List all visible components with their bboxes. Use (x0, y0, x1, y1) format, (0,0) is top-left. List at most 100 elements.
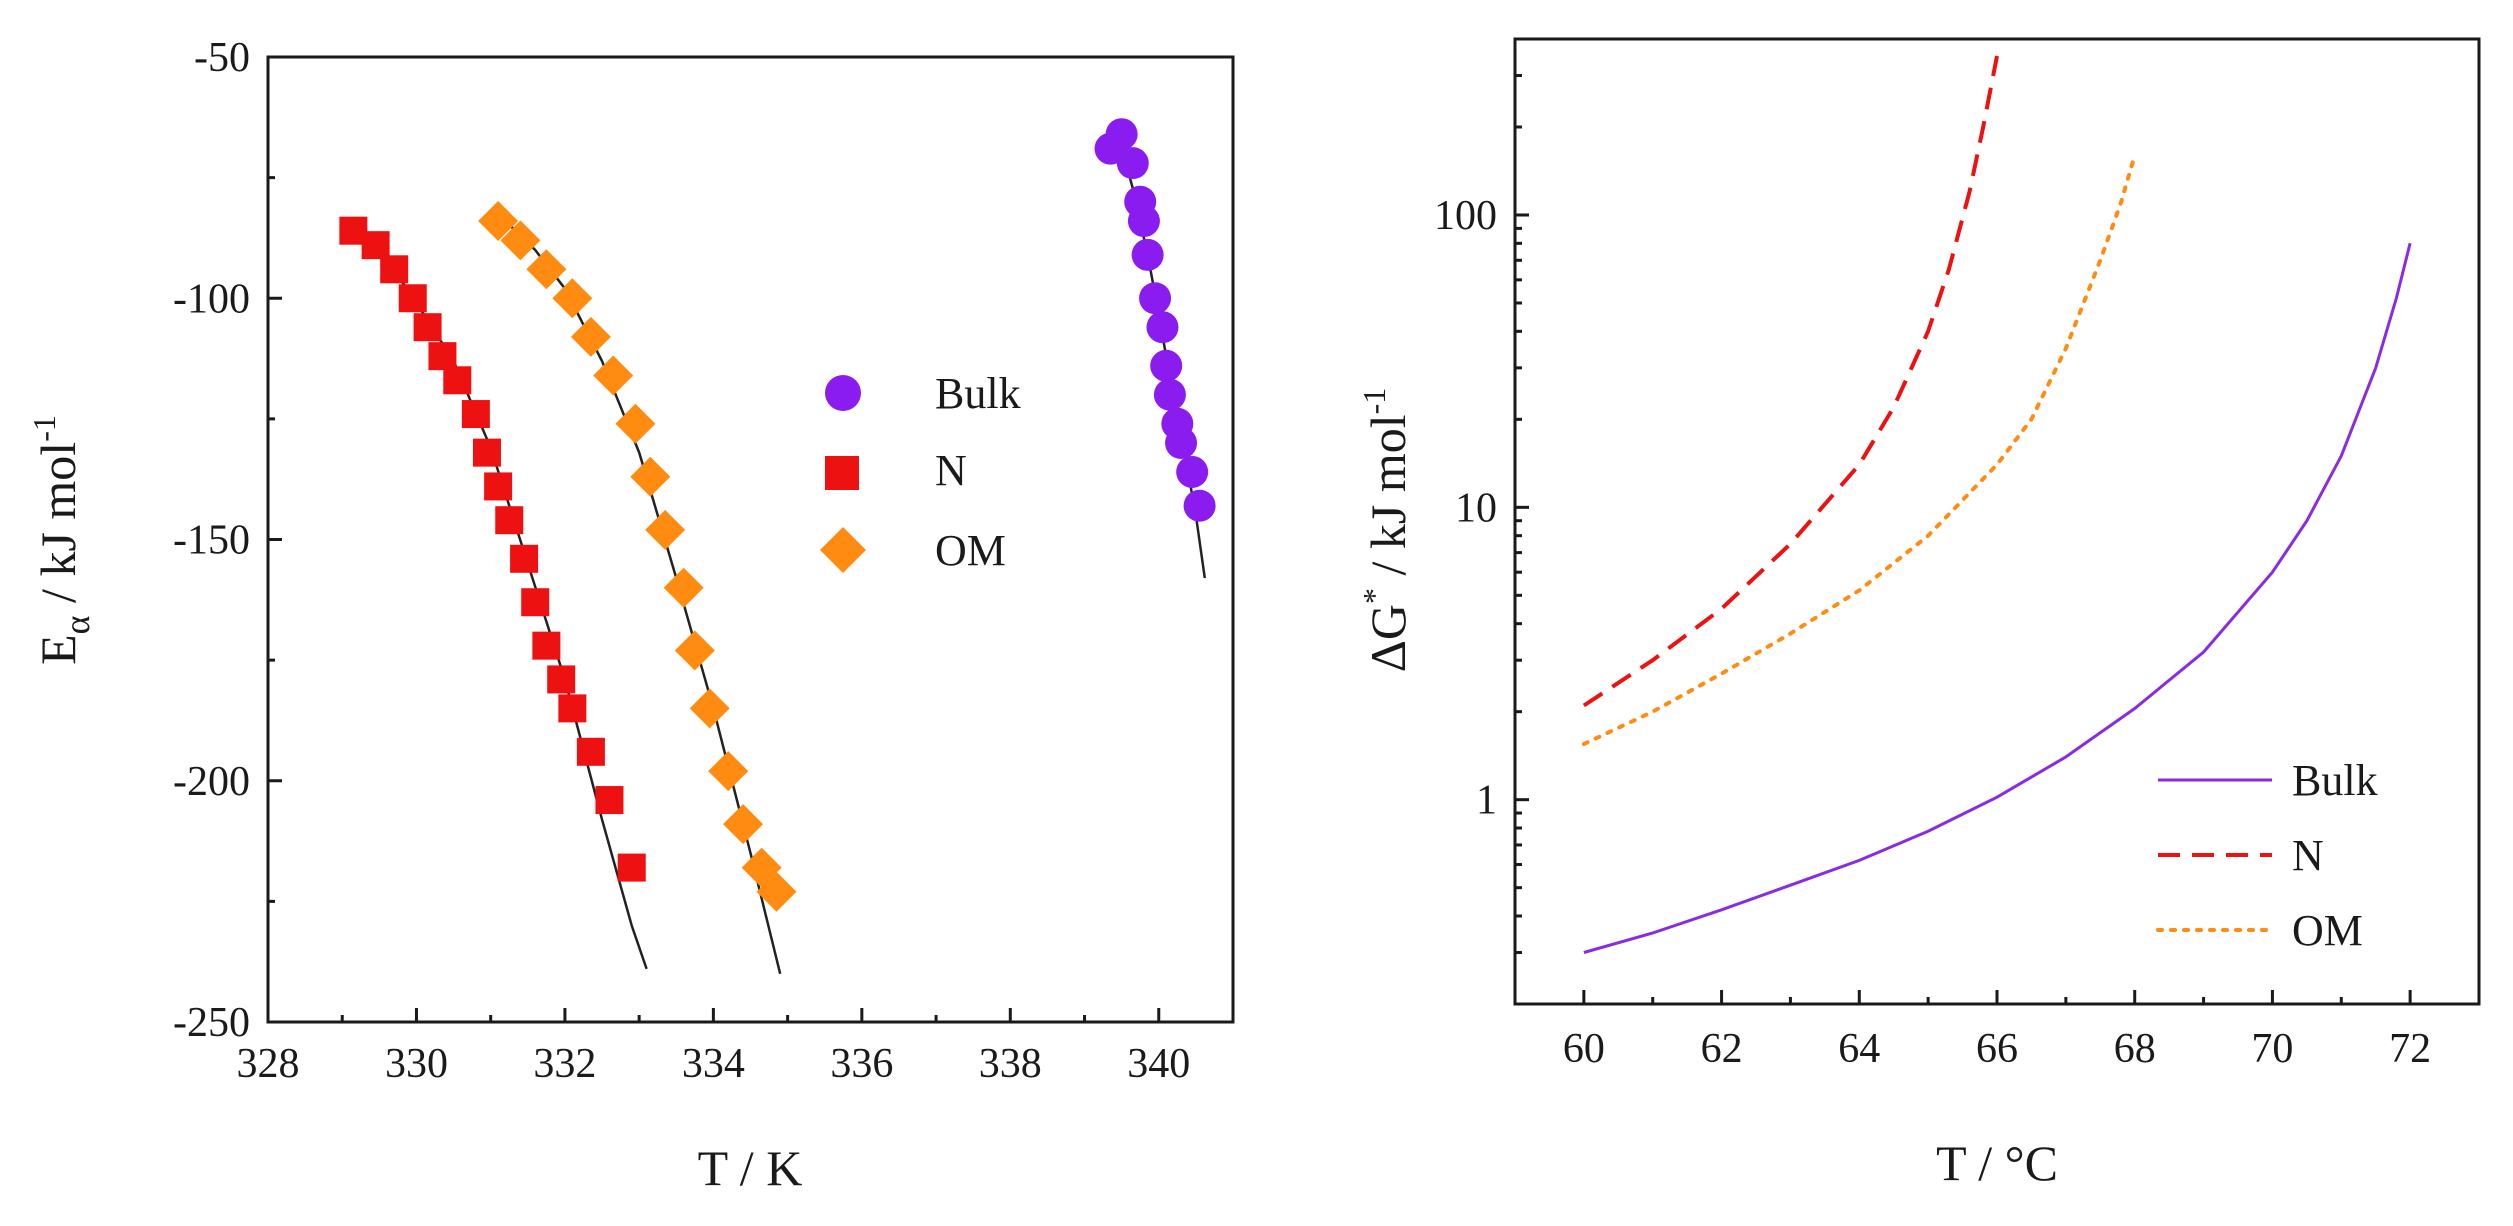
data-point-n (595, 786, 624, 815)
data-point-n (495, 506, 524, 535)
left-y-tick-label: -200 (173, 759, 250, 805)
data-point-n (472, 438, 501, 467)
right-x-tick-label: 66 (1976, 1026, 2018, 1072)
data-point-om (552, 278, 593, 319)
series-line-om (1581, 153, 2137, 746)
left-x-tick-label: 340 (1127, 1041, 1190, 1087)
data-point-bulk (1131, 238, 1164, 271)
left-legend-label-bulk: Bulk (935, 369, 1021, 418)
data-point-n (461, 400, 490, 429)
data-point-n (510, 544, 539, 573)
legend-marker-n (825, 456, 859, 490)
right-y-tick-label: 1 (1476, 778, 1497, 824)
data-point-om (615, 403, 656, 444)
right-x-tick-label: 70 (2251, 1026, 2293, 1072)
right-y-tick-label: 100 (1434, 193, 1497, 239)
left-y-tick-label: -250 (173, 1000, 250, 1046)
left-x-tick-label: 330 (385, 1041, 448, 1087)
data-point-bulk (1105, 118, 1138, 151)
data-point-n (484, 472, 513, 501)
data-point-n (576, 737, 605, 766)
right-axis-ticks: 60 62 64 66 68 70 72 1 10 100 (1434, 37, 2481, 1072)
data-point-om (689, 688, 730, 729)
left-y-tick-label: -50 (194, 35, 250, 81)
right-legend-label-bulk: Bulk (2292, 756, 2378, 805)
right-legend-label-n: N (2292, 831, 2324, 880)
data-point-bulk (1127, 205, 1160, 238)
data-point-n (428, 342, 457, 371)
left-y-tick-label: -100 (173, 276, 250, 322)
left-x-axis-label: T / K (698, 1140, 803, 1196)
data-point-bulk (1183, 489, 1216, 522)
right-legend: Bulk N OM (2156, 756, 2378, 955)
legend-marker-bulk (825, 375, 861, 411)
left-data-points (339, 118, 1216, 912)
legend-marker-om (820, 527, 866, 573)
data-point-bulk (1139, 282, 1172, 315)
right-x-tick-label: 64 (1838, 1026, 1880, 1072)
data-point-n (361, 231, 390, 260)
data-point-om (526, 249, 567, 290)
data-point-n (380, 255, 409, 284)
left-y-label-sup: -1 (26, 415, 62, 442)
data-point-n (617, 853, 646, 882)
data-point-bulk (1146, 311, 1179, 344)
data-point-n (413, 313, 442, 342)
data-point-n (532, 631, 561, 660)
left-legend-label-om: OM (935, 526, 1006, 575)
left-x-tick-label: 336 (830, 1041, 893, 1087)
series-line-n (1582, 55, 1999, 708)
data-point-om (570, 316, 611, 357)
left-x-tick-label: 334 (682, 1041, 745, 1087)
right-y-tick-label: 10 (1455, 485, 1497, 531)
series-line-bulk (1583, 242, 2412, 954)
left-fit-curves (356, 133, 1207, 975)
right-y-label-main: ΔG (1360, 604, 1416, 672)
right-x-tick-label: 72 (2389, 1026, 2431, 1072)
data-point-om (645, 509, 686, 550)
left-y-tick-label: -150 (173, 518, 250, 564)
right-y-label-sup2: -1 (1356, 388, 1392, 415)
left-axis-ticks: 328 330 332 334 336 338 340 -250 -200 -150 -100 -50 (173, 35, 1190, 1087)
data-point-bulk (1150, 349, 1183, 382)
right-x-tick-label: 60 (1563, 1026, 1605, 1072)
right-chart: 60 62 64 66 68 70 72 1 10 100 T / °C ΔG* / kJ mol… (1356, 37, 2481, 1191)
data-point-om (500, 220, 541, 261)
data-point-om (708, 751, 749, 792)
data-point-n (398, 284, 427, 313)
left-x-tick-label: 332 (533, 1041, 596, 1087)
data-point-n (558, 694, 587, 723)
left-x-tick-label: 328 (237, 1041, 300, 1087)
right-y-label-unit: / kJ mol (1360, 414, 1416, 588)
right-plot-frame (1513, 37, 2481, 1006)
data-point-om (630, 456, 671, 497)
data-point-bulk (1165, 427, 1198, 459)
right-x-tick-label: 62 (1701, 1026, 1743, 1072)
left-x-tick-label: 338 (979, 1041, 1042, 1087)
data-point-n (547, 665, 576, 694)
data-point-om (593, 355, 634, 396)
right-y-axis-label: ΔG* / kJ mol-1 (1356, 388, 1416, 673)
data-point-bulk (1116, 147, 1149, 180)
left-plot-frame (266, 55, 1235, 1024)
left-legend: Bulk N OM (820, 369, 1021, 575)
left-chart: 328 330 332 334 336 338 340 -250 -200 -150 -100 -50… (26, 35, 1235, 1196)
right-legend-label-om: OM (2292, 906, 2363, 955)
data-point-bulk (1153, 378, 1186, 411)
right-y-label-sup: * (1356, 588, 1392, 604)
data-point-om (478, 201, 519, 242)
data-point-om (674, 630, 715, 671)
right-series-lines (1581, 55, 2412, 954)
data-point-bulk (1176, 455, 1209, 488)
data-point-n (443, 366, 472, 395)
left-legend-label-n: N (935, 446, 967, 495)
left-y-label-main: E (30, 634, 86, 665)
data-point-om (663, 567, 704, 608)
data-point-om (723, 804, 764, 845)
left-y-axis-label: Eα / kJ mol-1 (26, 415, 97, 665)
data-point-n (521, 588, 550, 617)
left-y-label-sub: α (57, 615, 97, 634)
data-point-om (756, 871, 797, 912)
right-x-tick-label: 68 (2114, 1026, 2156, 1072)
